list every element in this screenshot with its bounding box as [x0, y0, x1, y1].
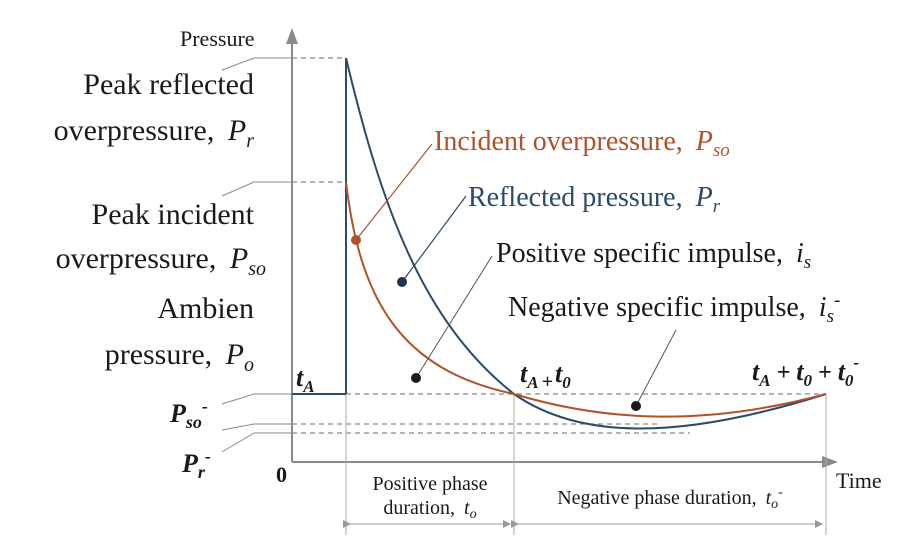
pos-impulse-leader: [415, 255, 493, 379]
neg-impulse-dot: [631, 401, 641, 411]
ambient-label-line1: Ambien: [157, 292, 254, 325]
peak-incident-label-line1: Peak incident: [92, 198, 255, 231]
negative-duration-label: Negative phase duration, to-: [557, 485, 783, 512]
neg-reflected-leader: [221, 432, 292, 453]
phase-dividers: [345, 394, 827, 535]
peak-reflected-label-line2: overpressure, Pr: [54, 114, 255, 152]
y-axis-arrow-icon: [286, 28, 298, 44]
y-axis-label: Pressure: [180, 26, 255, 51]
neg-impulse-leader: [635, 329, 677, 407]
end-time-label: tA + t0 + t0-: [752, 353, 859, 390]
incident-callout-dot: [351, 235, 361, 245]
reflected-callout-label: Reflected pressure, Pr: [468, 182, 721, 217]
reflected-callout-leader: [401, 195, 467, 283]
x-axis-label: Time: [836, 468, 882, 493]
neg-incident-label: Pso-: [169, 396, 208, 432]
positive-duration-line1: Positive phase: [373, 473, 488, 495]
pos-impulse-label: Positive specific impulse, is: [496, 238, 811, 273]
peak-incident-label-line2: overpressure, Pso: [56, 242, 266, 280]
ambient-label-line2: pressure, Po: [105, 338, 254, 376]
neg-impulse-label: Negative specific impulse, is-: [508, 290, 840, 327]
peak-reflected-leader: [221, 57, 292, 71]
reflected-callout-dot: [397, 277, 407, 287]
peak-reflected-label-line1: Peak reflected: [83, 68, 254, 101]
incident-overpressure-curve: [345, 181, 827, 418]
neg-reflected-label: Pr-: [181, 446, 211, 482]
incident-callout-leader: [355, 143, 433, 241]
peak-incident-leader: [221, 181, 292, 197]
pos-impulse-dot: [411, 373, 421, 383]
neg-incident-leader: [221, 423, 292, 431]
origin-label: 0: [276, 462, 287, 487]
x-axis-arrow-icon: [822, 456, 838, 468]
ambient-leader: [221, 393, 292, 405]
tA-label: tA: [296, 363, 315, 396]
left-leader-lines: [221, 57, 292, 453]
reference-lines: [292, 57, 826, 434]
incident-callout-label: Incident overpressure, Pso: [434, 126, 730, 161]
tA-t0-label: tA +t0: [520, 359, 571, 393]
positive-duration-line2: duration, to: [383, 497, 476, 522]
